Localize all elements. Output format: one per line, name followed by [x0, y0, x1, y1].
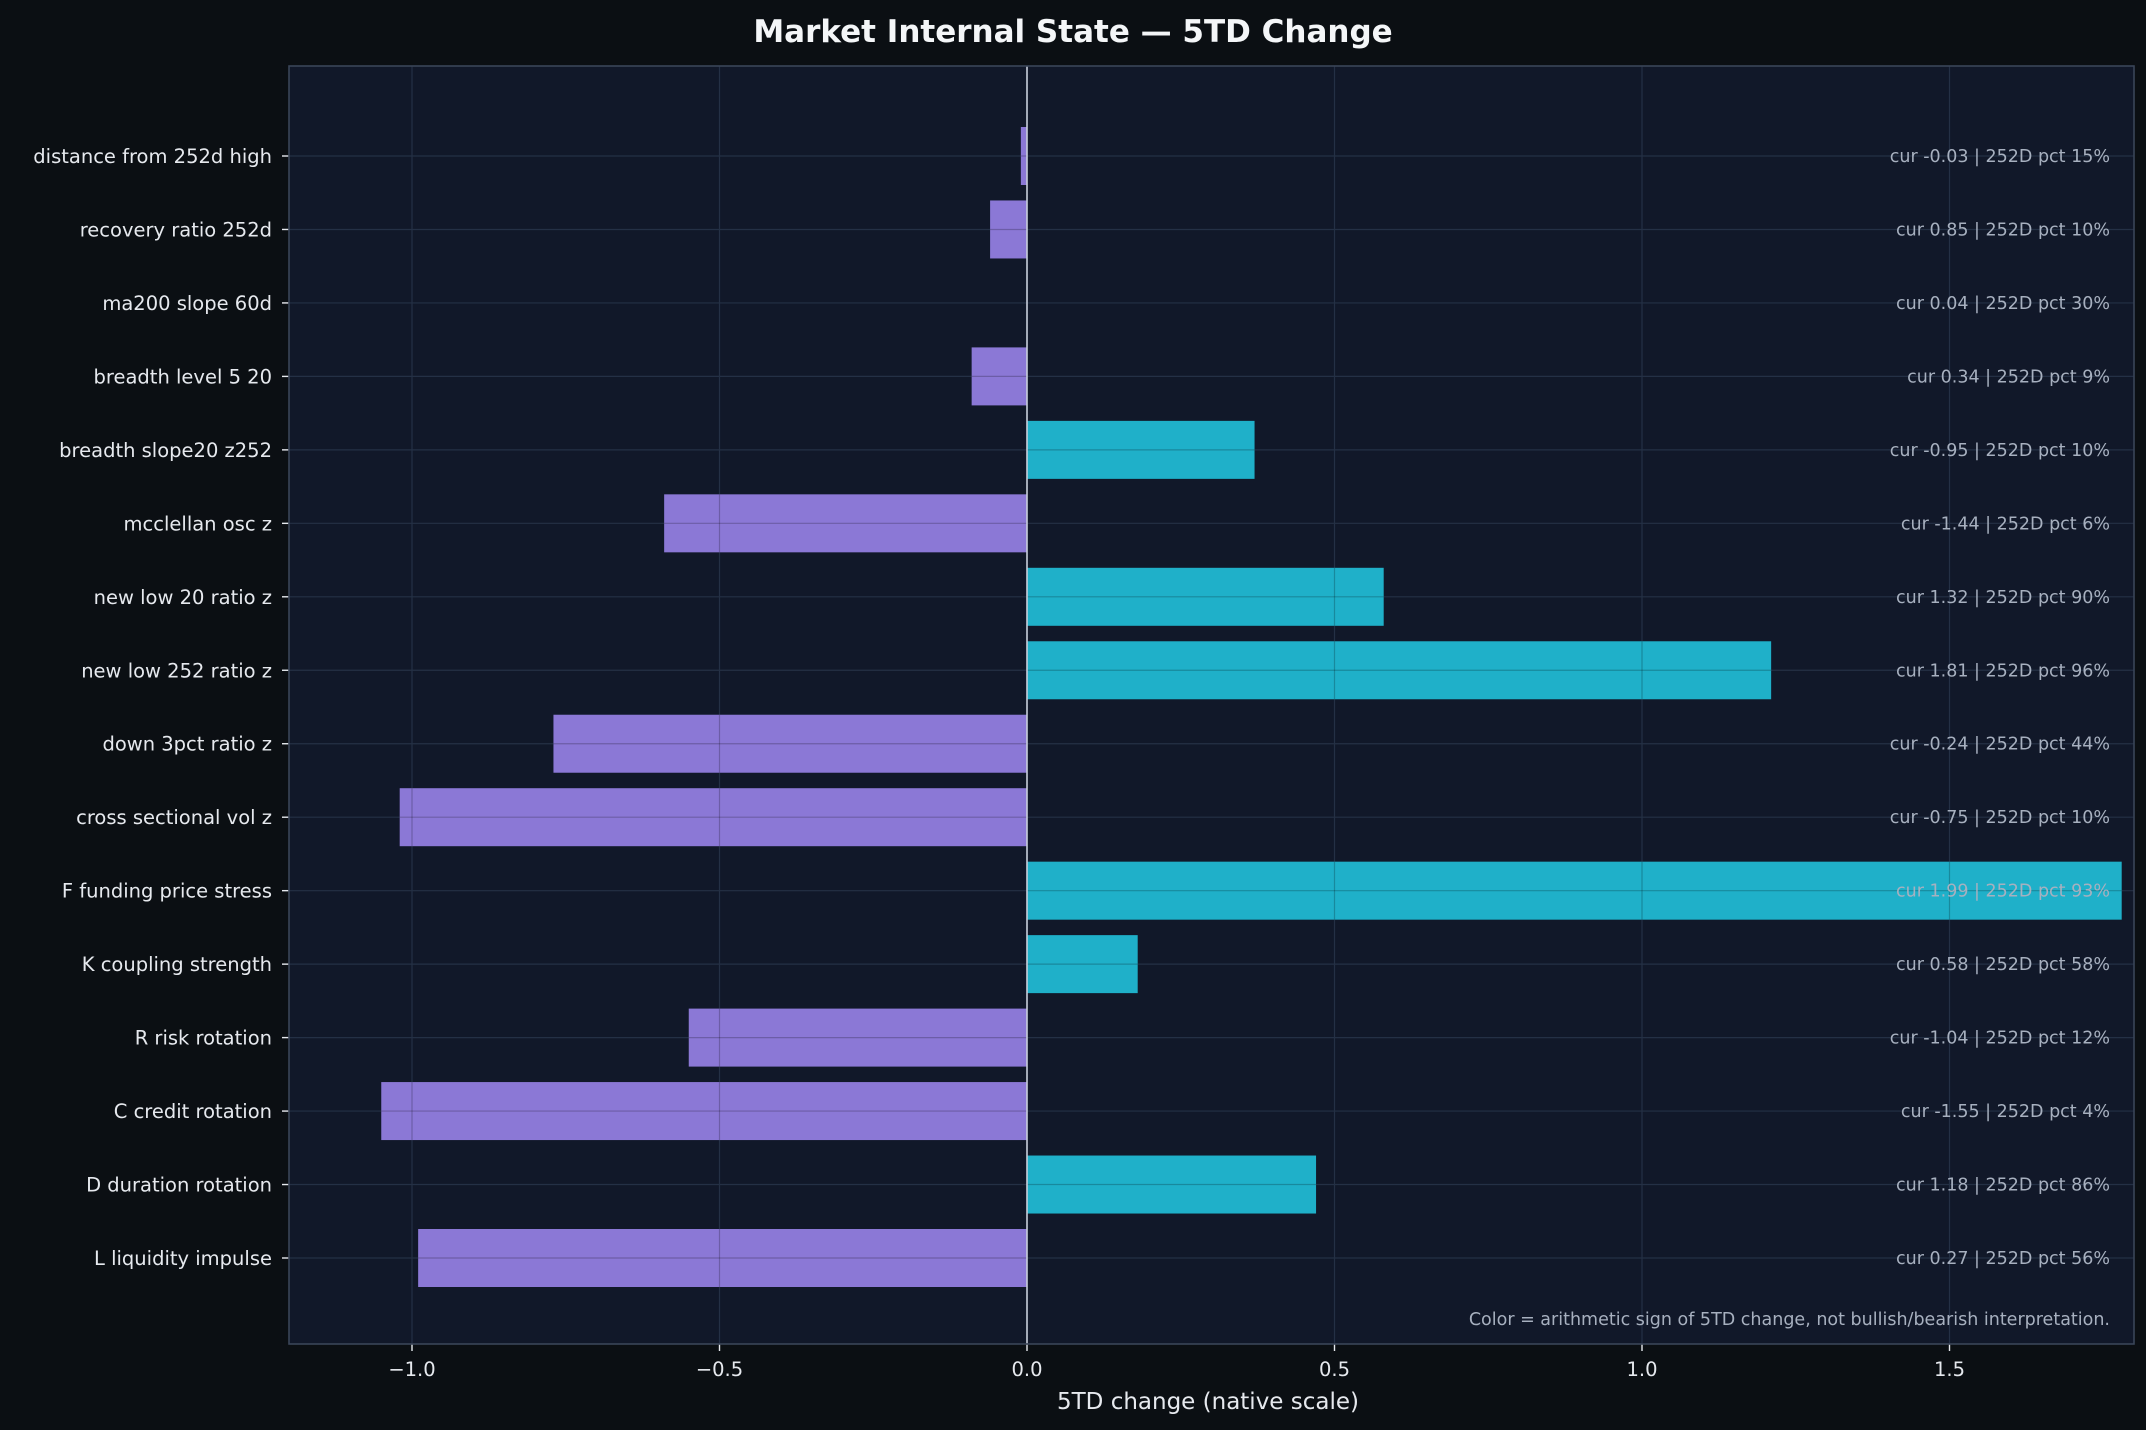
y-tick-label: down 3pct ratio z — [102, 733, 272, 756]
x-tick-label: 0.0 — [1011, 1358, 1042, 1381]
bar-annotation: cur 0.04 | 252D pct 30% — [1896, 294, 2110, 314]
bar — [664, 494, 1027, 553]
bar-annotation: cur 0.85 | 252D pct 10% — [1896, 220, 2110, 240]
bars — [381, 127, 2122, 1287]
bar-annotation: cur 0.27 | 252D pct 56% — [1896, 1249, 2110, 1269]
bar-annotation: cur 1.99 | 252D pct 93% — [1896, 882, 2110, 902]
y-tick-label: distance from 252d high — [33, 145, 272, 168]
y-tick-label: mcclellan osc z — [124, 512, 272, 535]
bar — [399, 788, 1027, 847]
x-axis-label: 5TD change (native scale) — [1057, 1389, 1359, 1415]
y-tick-label: new low 252 ratio z — [81, 659, 272, 682]
bar — [1027, 861, 2122, 920]
bar-annotation: cur 1.32 | 252D pct 90% — [1896, 588, 2110, 608]
y-tick-label: recovery ratio 252d — [80, 218, 272, 241]
bar-annotation: cur 0.34 | 252D pct 9% — [1907, 367, 2110, 387]
bar-annotations: cur -0.03 | 252D pct 15% cur 0.85 | 252D … — [1890, 147, 2110, 1269]
y-tick-label: F funding price stress — [62, 880, 272, 903]
bar-annotation: cur -0.75 | 252D pct 10% — [1890, 808, 2110, 828]
y-tick-label: D duration rotation — [86, 1174, 272, 1197]
bar — [1020, 127, 1027, 185]
bar — [1027, 420, 1255, 479]
bar-annotation: cur 0.58 | 252D pct 58% — [1896, 955, 2110, 975]
y-tick-label: L liquidity impulse — [94, 1247, 272, 1270]
bar — [381, 1082, 1027, 1141]
bar — [1027, 567, 1384, 626]
bar — [688, 1008, 1027, 1067]
plot-area — [289, 66, 2134, 1344]
y-tick-label: breadth level 5 20 — [94, 365, 272, 388]
x-tick-labels: −1.0 −0.5 0.0 0.5 1.0 1.5 — [388, 1344, 1965, 1381]
x-tick-label: 0.5 — [1319, 1358, 1350, 1381]
y-tick-label: K coupling strength — [82, 953, 272, 976]
bar-annotation: cur -0.95 | 252D pct 10% — [1890, 441, 2110, 461]
bar-annotation: cur -0.03 | 252D pct 15% — [1890, 147, 2110, 167]
y-tick-labels: distance from 252d high recovery ratio 25… — [33, 145, 289, 1270]
x-tick-label: 1.0 — [1626, 1358, 1657, 1381]
bar-annotation: cur -0.24 | 252D pct 44% — [1890, 735, 2110, 755]
bar — [1027, 935, 1138, 994]
y-tick-label: breadth slope20 z252 — [59, 439, 272, 462]
bar — [990, 200, 1027, 259]
bar — [1027, 641, 1772, 700]
y-tick-label: ma200 slope 60d — [102, 292, 272, 315]
x-tick-label: −0.5 — [696, 1358, 743, 1381]
y-tick-label: cross sectional vol z — [76, 806, 272, 829]
bar-annotation: cur -1.04 | 252D pct 12% — [1890, 1029, 2110, 1049]
bar — [971, 347, 1027, 406]
y-tick-label: new low 20 ratio z — [94, 586, 272, 609]
bar-annotation: cur 1.18 | 252D pct 86% — [1896, 1176, 2110, 1196]
color-note: Color = arithmetic sign of 5TD change, n… — [1469, 1310, 2110, 1330]
plot-border — [288, 65, 2135, 1345]
bar — [1027, 1155, 1317, 1214]
chart-title: Market Internal State — 5TD Change — [753, 14, 1392, 50]
y-tick-label: C credit rotation — [114, 1100, 272, 1123]
bar — [418, 1229, 1027, 1287]
y-tick-label: R risk rotation — [135, 1027, 272, 1050]
x-tick-label: 1.5 — [1934, 1358, 1965, 1381]
bar — [553, 714, 1027, 773]
bar-annotation: cur -1.44 | 252D pct 6% — [1901, 514, 2110, 534]
bar-annotation: cur 1.81 | 252D pct 96% — [1896, 661, 2110, 681]
x-tick-label: −1.0 — [388, 1358, 435, 1381]
bar-annotation: cur -1.55 | 252D pct 4% — [1901, 1102, 2110, 1122]
